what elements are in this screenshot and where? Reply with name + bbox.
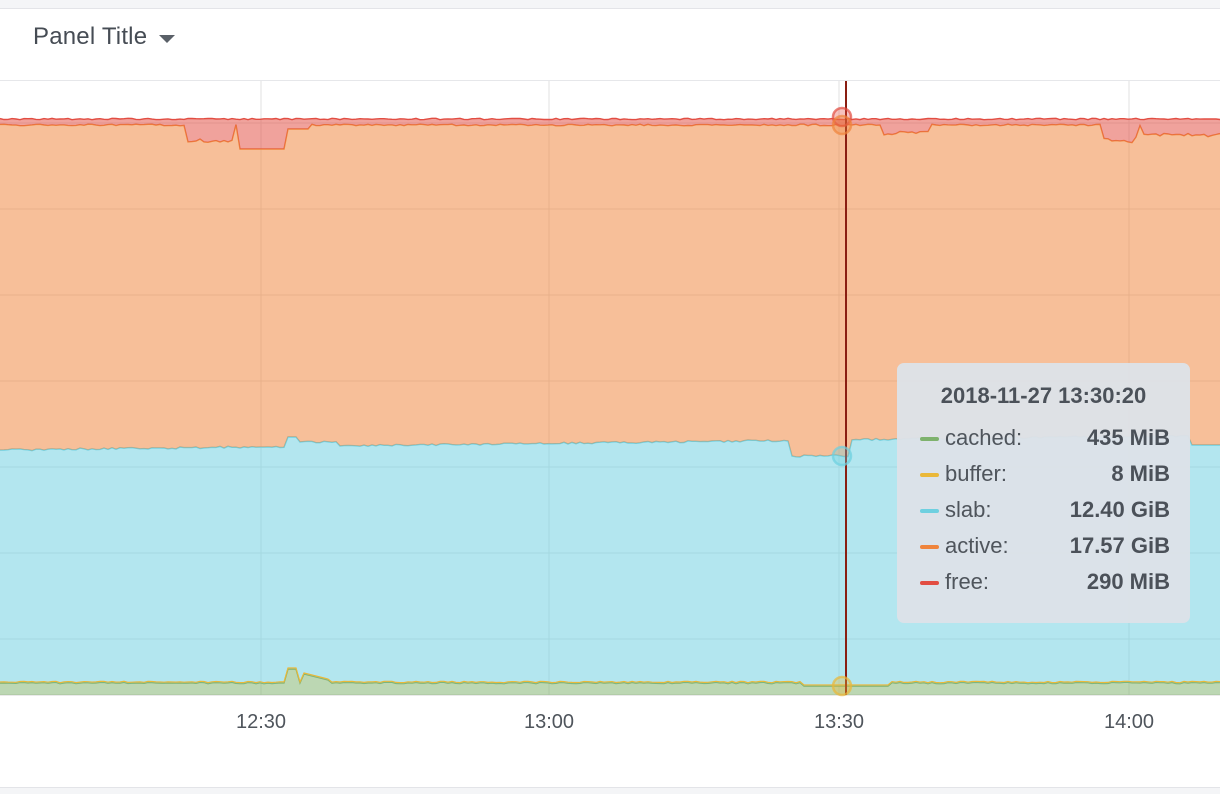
cursor-layer	[831, 81, 853, 697]
series-swatch	[920, 545, 939, 549]
tooltip-row-cached: cached: 435 MiB	[897, 423, 1190, 459]
series-area-cached	[0, 669, 1220, 695]
panel-title[interactable]: Panel Title	[33, 23, 148, 50]
graph-panel: Panel Title 12:30 13:00 13:30 14:00 2018-11…	[0, 8, 1220, 788]
x-tick-label: 14:00	[1104, 711, 1154, 733]
tooltip-series-value: 8 MiB	[1111, 461, 1170, 486]
tooltip-row-active: active: 17.57 GiB	[897, 531, 1190, 567]
x-tick-label: 12:30	[236, 711, 286, 733]
series-swatch	[920, 509, 939, 513]
tooltip-series-value: 290 MiB	[1086, 569, 1170, 594]
tooltip-series-name: cached:	[945, 425, 1023, 450]
series-swatch	[920, 437, 939, 441]
panel-title-menu[interactable]: Panel Title	[33, 23, 176, 51]
tooltip-row-buffer: buffer: 8 MiB	[897, 459, 1190, 495]
series-line-free	[0, 117, 1220, 121]
hover-marker-active	[831, 114, 853, 136]
tooltip-row-slab: slab: 12.40 GiB	[897, 495, 1190, 531]
series-line-cached	[0, 668, 1220, 687]
tooltip-series-name: active:	[945, 533, 1009, 558]
series-swatch	[920, 581, 939, 585]
tooltip-series-name: free:	[945, 569, 990, 594]
tooltip-series-value: 12.40 GiB	[1069, 497, 1170, 522]
x-tick-label: 13:30	[814, 711, 864, 733]
chevron-down-icon[interactable]	[159, 35, 176, 43]
panel-header: Panel Title	[0, 9, 1220, 81]
series-line-buffer	[0, 667, 1220, 686]
x-axis: 12:30 13:00 13:30 14:00	[236, 711, 1154, 733]
series-swatch	[920, 473, 939, 477]
tooltip-series-value: 17.57 GiB	[1069, 533, 1170, 558]
x-tick-label: 13:00	[524, 711, 574, 733]
hover-tooltip: 2018-11-27 13:30:20 cached: 435 MiB buff…	[897, 363, 1190, 623]
tooltip-series-name: buffer:	[945, 461, 1007, 486]
tooltip-time: 2018-11-27 13:30:20	[940, 383, 1147, 408]
series-area-free	[0, 118, 1220, 149]
hover-marker-slab	[831, 445, 853, 467]
tooltip-row-free: free: 290 MiB	[897, 567, 1190, 603]
tooltip-series-value: 435 MiB	[1086, 425, 1170, 450]
hover-marker-buffer	[831, 675, 853, 697]
tooltip-series-name: slab:	[945, 497, 992, 522]
